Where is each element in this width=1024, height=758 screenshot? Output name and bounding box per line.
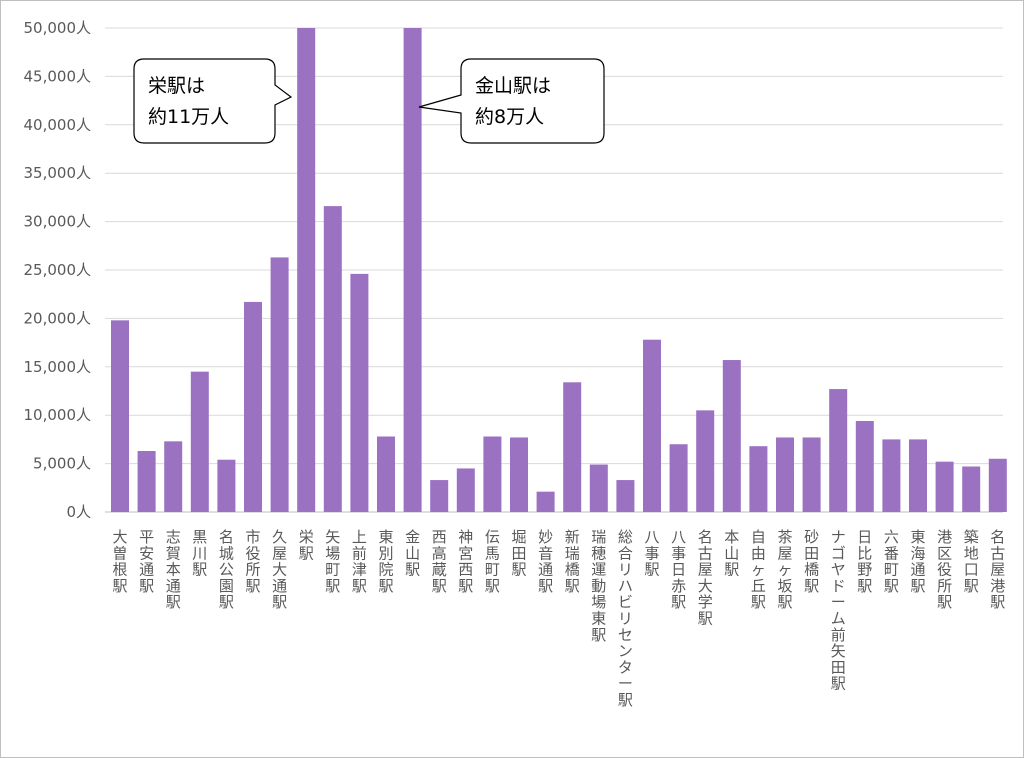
bar (696, 410, 715, 512)
x-tick-label: 本山駅 (724, 528, 739, 579)
x-tick-label: 平安通駅 (139, 528, 154, 595)
y-tick-label: 35,000人 (24, 164, 92, 182)
x-tick-label: 神宮西駅 (458, 528, 473, 595)
bar (430, 480, 449, 512)
y-tick-label: 40,000人 (24, 116, 92, 134)
callout-bubble (418, 58, 605, 144)
x-tick-label: 久屋大通駅 (272, 528, 287, 611)
x-tick-label: 西高蔵駅 (432, 528, 447, 595)
y-tick-label: 5,000人 (33, 455, 91, 473)
x-tick-label: 瑞穂運動場東駅 (591, 528, 606, 644)
bars (111, 28, 1007, 512)
x-tick-label: ナゴヤドーム前矢田駅 (831, 528, 846, 693)
x-tick-label: 名城公園駅 (219, 528, 234, 611)
bar (643, 339, 661, 512)
x-tick-label: 金山駅 (405, 528, 420, 579)
callout-line-2: 約11万人 (148, 106, 229, 128)
x-tick-label: 新瑞橋駅 (565, 528, 580, 595)
callout-bubble (133, 58, 293, 144)
x-tick-label: 伝馬町駅 (485, 528, 500, 595)
bar (111, 320, 129, 512)
bar (164, 441, 183, 512)
bar (589, 464, 608, 512)
x-tick-label: 砂田橋駅 (804, 528, 819, 595)
x-tick-label: 総合リハビリセンター駅 (618, 528, 633, 709)
x-tick-label: 茶屋ヶ坂駅 (777, 528, 792, 611)
bar (802, 437, 821, 512)
bar (855, 421, 874, 512)
y-tick-label: 10,000人 (24, 406, 92, 424)
bar (510, 437, 528, 512)
x-tick-label: 八事日赤駅 (671, 528, 686, 611)
y-tick-label: 0人 (66, 503, 91, 521)
bar (616, 480, 635, 512)
x-tick-label: 市役所駅 (245, 528, 260, 595)
bar (297, 28, 316, 512)
bar (829, 389, 848, 512)
callout-line-2: 約8万人 (475, 106, 544, 128)
bar (483, 436, 502, 512)
bar (244, 301, 262, 512)
bar (217, 459, 236, 512)
y-tick-label: 20,000人 (24, 309, 92, 327)
x-tick-label: 妙音通駅 (538, 528, 553, 595)
x-tick-label: 八事駅 (644, 528, 659, 579)
bar (722, 360, 741, 512)
x-tick-label: 大曽根駅 (112, 528, 127, 595)
bar (137, 451, 156, 512)
bar (988, 458, 1007, 512)
y-tick-label: 25,000人 (24, 261, 92, 279)
x-tick-label: 築地口駅 (964, 528, 979, 595)
x-tick-label: 港区役所駅 (937, 528, 952, 611)
bar (935, 461, 954, 512)
x-tick-label: 栄駅 (299, 528, 314, 562)
bar (776, 437, 794, 512)
callout-line-1: 金山駅は (475, 75, 551, 97)
y-tick-label: 30,000人 (24, 213, 92, 231)
x-tick-label: 日比野駅 (857, 528, 872, 595)
x-tick-label: 上前津駅 (352, 528, 367, 595)
bar (403, 28, 422, 512)
bar (536, 491, 555, 512)
bar (962, 466, 981, 512)
bar (377, 436, 395, 512)
x-tick-label: 堀田駅 (511, 528, 526, 579)
y-axis-ticks: 0人 5,000人 10,000人 15,000人 20,000人 25,000人 30,0… (24, 19, 92, 521)
y-tick-label: 15,000人 (24, 358, 92, 376)
bar (456, 468, 475, 512)
x-tick-label: 黒川駅 (192, 528, 207, 579)
y-tick-label: 50,000人 (24, 19, 92, 37)
callout-line-1: 栄駅は (148, 75, 205, 97)
bar (270, 257, 289, 512)
bar (749, 446, 768, 512)
x-tick-label: 東海通駅 (910, 528, 925, 595)
x-tick-label: 矢場町駅 (325, 528, 340, 595)
bar (669, 444, 688, 512)
x-tick-label: 志賀本通駅 (166, 528, 181, 611)
bar (909, 439, 927, 512)
bar (882, 439, 901, 512)
bar (190, 371, 209, 512)
x-tick-label: 六番町駅 (884, 528, 899, 595)
x-tick-label: 自由ヶ丘駅 (751, 528, 766, 611)
bar (563, 382, 582, 512)
x-tick-label: 東別院駅 (378, 528, 393, 595)
x-axis-ticks: 大曽根駅平安通駅志賀本通駅黒川駅名城公園駅市役所駅久屋大通駅栄駅矢場町駅上前津駅… (112, 528, 1005, 709)
bar (323, 206, 342, 512)
x-tick-label: 名古屋港駅 (990, 528, 1005, 611)
x-tick-label: 名古屋大学駅 (698, 528, 713, 628)
bar (350, 273, 369, 512)
y-tick-label: 45,000人 (24, 67, 92, 85)
